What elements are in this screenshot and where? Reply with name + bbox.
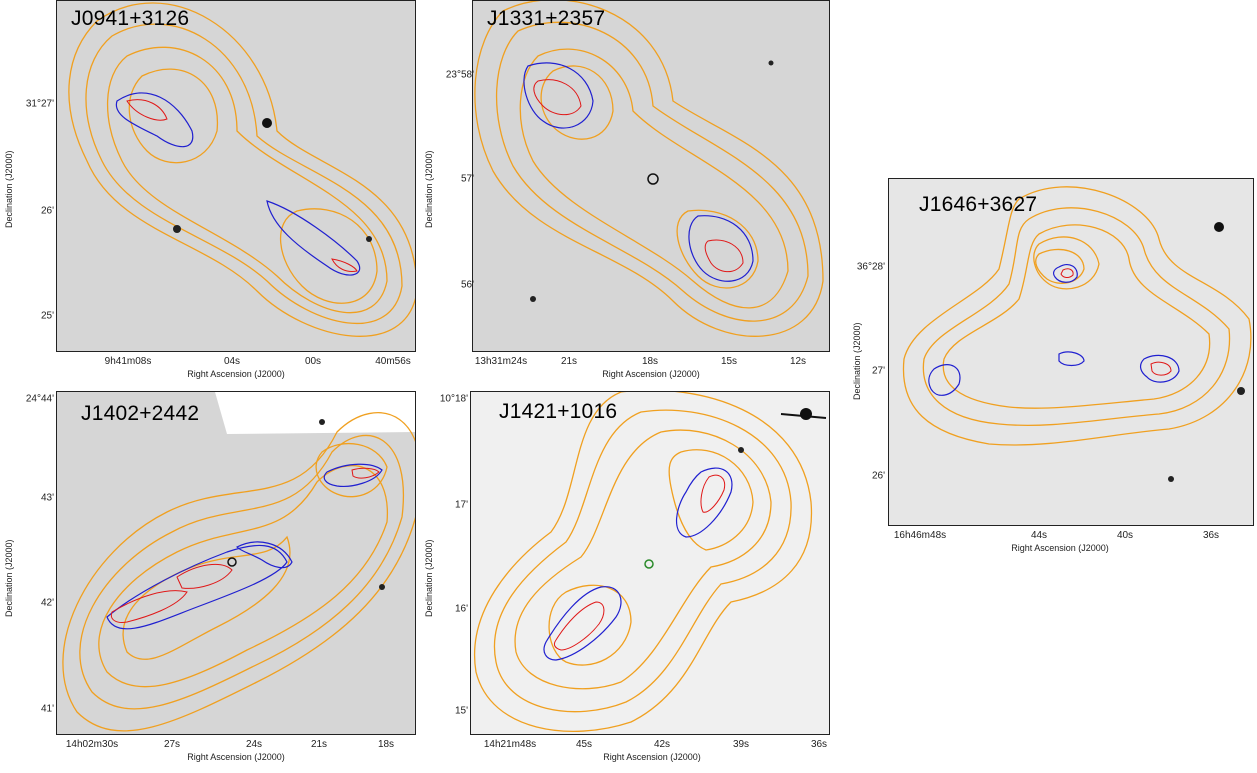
y-tick: 17'	[454, 499, 468, 511]
y-tick: 26'	[40, 205, 54, 217]
x-tick: 36s	[1202, 530, 1220, 541]
y-tick: 41'	[40, 703, 54, 715]
x-tick: 18s	[377, 739, 395, 750]
panel-j1421: J1421+1016 10°18' 17' 16' 15' 14h21m48s …	[420, 387, 840, 773]
image-frame: J1331+2357	[472, 0, 830, 352]
x-axis-label: Right Ascension (J2000)	[602, 369, 700, 379]
y-tick: 26'	[871, 470, 885, 482]
x-axis-label: Right Ascension (J2000)	[1011, 543, 1109, 553]
x-tick: 36s	[810, 739, 828, 750]
blue-contours	[106, 463, 383, 630]
source-name: J1331+2357	[487, 7, 606, 30]
x-axis-label: Right Ascension (J2000)	[603, 752, 701, 762]
y-axis-label: Declination (J2000)	[4, 150, 14, 228]
y-axis-label: Declination (J2000)	[424, 150, 434, 228]
image-frame: J1421+1016	[470, 391, 830, 735]
x-tick: 44s	[1030, 530, 1048, 541]
y-tick: 57'	[460, 173, 474, 185]
contour-map	[57, 392, 415, 734]
x-tick: 14h02m30s	[65, 739, 119, 750]
y-tick: 36°28'	[856, 261, 885, 273]
blue-contours	[928, 264, 1180, 396]
y-axis-label: Declination (J2000)	[852, 322, 862, 400]
contour-map	[473, 1, 829, 351]
x-tick: 24s	[245, 739, 263, 750]
panel-j1402: J1402+2442 24°44' 43' 42' 41' 14h02m30s …	[0, 387, 420, 773]
source-name: J1646+3627	[919, 193, 1038, 216]
image-frame: J1402+2442	[56, 391, 416, 735]
x-axis-label: Right Ascension (J2000)	[187, 369, 285, 379]
y-tick: 25'	[40, 310, 54, 322]
x-tick: 18s	[641, 356, 659, 367]
y-tick: 10°18'	[439, 393, 468, 405]
y-tick: 15'	[454, 705, 468, 717]
x-tick: 00s	[304, 356, 322, 367]
x-tick: 9h41m08s	[104, 356, 152, 367]
y-tick: 16'	[454, 603, 468, 615]
x-tick: 40s	[1116, 530, 1134, 541]
x-tick: 15s	[720, 356, 738, 367]
orange-contours	[68, 2, 415, 337]
y-axis-label: Declination (J2000)	[4, 539, 14, 617]
x-tick: 39s	[732, 739, 750, 750]
x-tick: 45s	[575, 739, 593, 750]
y-tick: 31°27'	[25, 98, 54, 110]
x-tick: 13h31m24s	[474, 356, 528, 367]
x-tick: 12s	[789, 356, 807, 367]
x-tick: 04s	[223, 356, 241, 367]
x-tick: 21s	[560, 356, 578, 367]
y-tick: 24°44'	[25, 393, 54, 405]
orange-contours	[902, 186, 1252, 446]
x-axis-label: Right Ascension (J2000)	[187, 752, 285, 762]
red-contours	[126, 99, 358, 272]
blue-contours	[115, 92, 361, 276]
panel-j1646: J1646+3627 36°28' 27' 26' 16h46m48s 44s …	[840, 170, 1257, 560]
x-tick: 16h46m48s	[893, 530, 947, 541]
x-tick: 14h21m48s	[483, 739, 537, 750]
red-contours	[553, 474, 726, 651]
orange-contours	[474, 392, 813, 732]
x-tick: 42s	[653, 739, 671, 750]
contour-map	[471, 392, 829, 734]
contour-map	[889, 179, 1253, 525]
image-frame: J0941+3126	[56, 0, 416, 352]
y-tick: 27'	[871, 365, 885, 377]
x-tick: 40m56s	[375, 356, 411, 367]
y-tick: 43'	[40, 492, 54, 504]
panel-j1331: J1331+2357 23°58' 57' 56' 13h31m24s 21s …	[420, 0, 840, 385]
y-tick: 42'	[40, 597, 54, 609]
source-name: J0941+3126	[71, 7, 190, 30]
red-contours	[110, 467, 380, 623]
red-contours	[1060, 268, 1172, 376]
x-tick: 27s	[163, 739, 181, 750]
y-tick: 56'	[460, 279, 474, 291]
orange-contours	[62, 412, 415, 732]
x-tick: 21s	[310, 739, 328, 750]
y-tick: 23°58'	[445, 69, 474, 81]
y-axis-label: Declination (J2000)	[424, 539, 434, 617]
source-name: J1421+1016	[499, 400, 618, 423]
source-name: J1402+2442	[81, 402, 200, 425]
blue-contours	[523, 62, 754, 282]
contour-map	[57, 1, 415, 351]
image-frame: J1646+3627	[888, 178, 1254, 526]
blue-contours	[543, 467, 733, 661]
red-contours	[533, 79, 744, 273]
panel-j0941: J0941+3126 31°27' 26' 25' 9h41m08s 04s 0…	[0, 0, 420, 385]
